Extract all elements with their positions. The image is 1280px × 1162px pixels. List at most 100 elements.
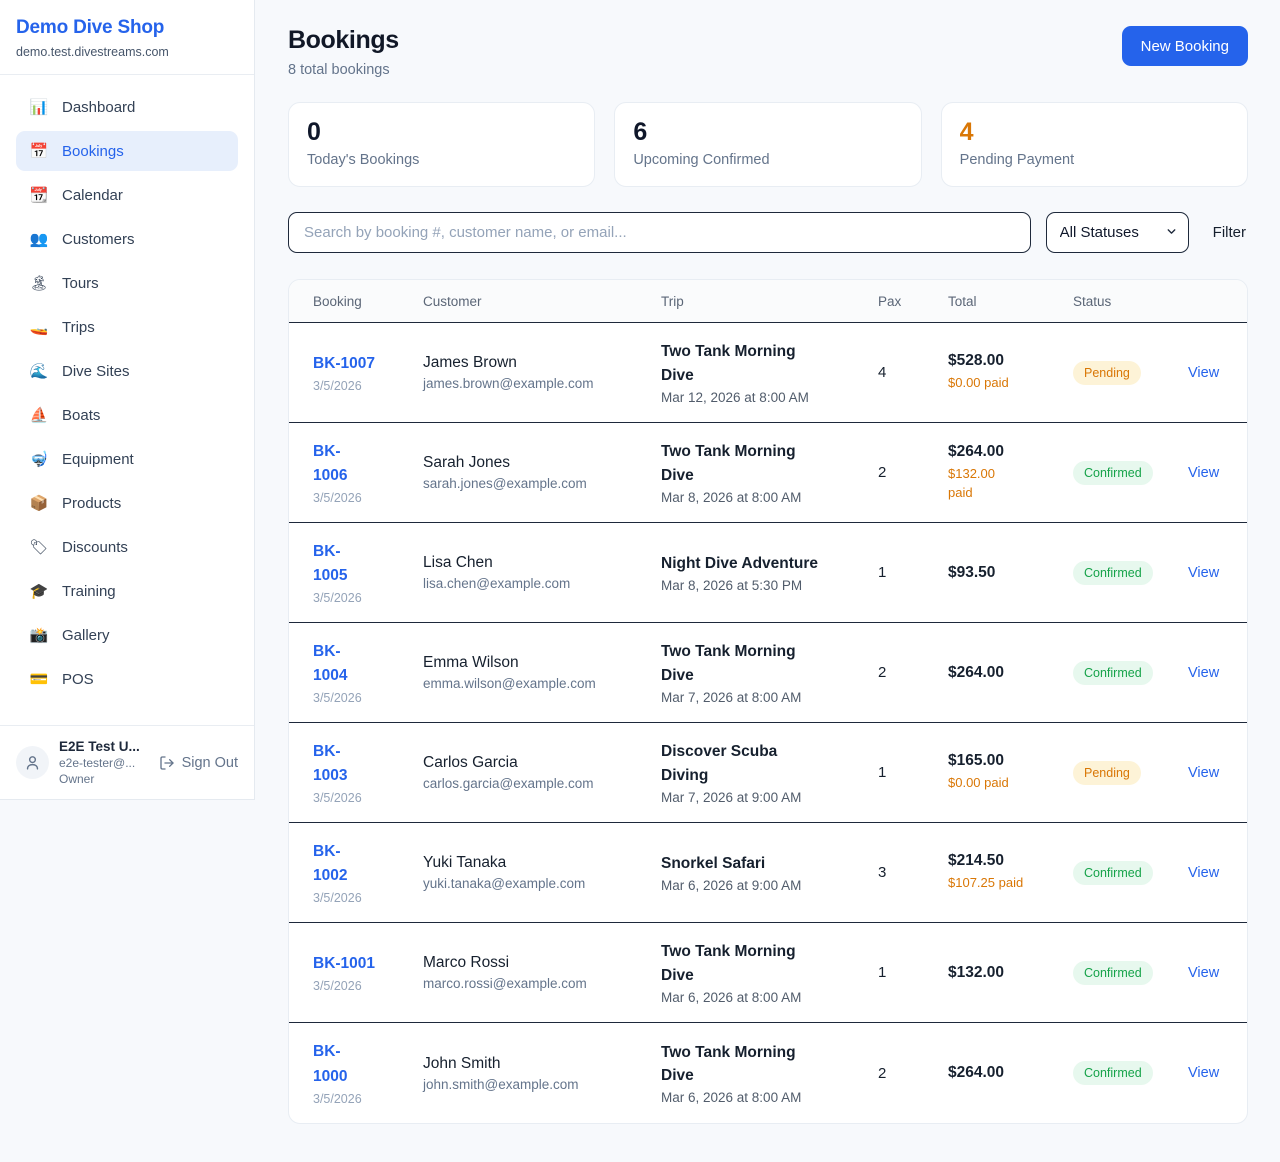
sidebar-item-gallery[interactable]: 📸 Gallery bbox=[16, 615, 238, 655]
new-booking-button[interactable]: New Booking bbox=[1121, 26, 1248, 66]
trip-cell: Two Tank Morning Dive Mar 6, 2026 at 8:00… bbox=[661, 940, 878, 1005]
view-link[interactable]: View bbox=[1188, 764, 1220, 781]
stat-value: 6 bbox=[633, 118, 648, 146]
sidebar-item-trips[interactable]: 🚤 Trips bbox=[16, 307, 238, 347]
status-badge: Confirmed bbox=[1073, 1061, 1153, 1085]
trip-name: Two Tank Morning Dive bbox=[661, 343, 796, 384]
trip-cell: Discover Scuba Diving Mar 7, 2026 at 9:00… bbox=[661, 740, 878, 805]
booking-id-link[interactable]: BK- 1002 bbox=[313, 842, 348, 884]
booking-id-link[interactable]: BK- 1000 bbox=[313, 1043, 348, 1085]
view-link[interactable]: View bbox=[1188, 964, 1220, 981]
total-amount: $93.50 bbox=[948, 563, 996, 581]
total-paid: $0.00 paid bbox=[948, 775, 1009, 791]
table-body: BK-1007 3/5/2026 James Brown james.brown… bbox=[289, 323, 1247, 1123]
trip-cell: Two Tank Morning Dive Mar 6, 2026 at 8:00… bbox=[661, 1041, 878, 1106]
booking-date: 3/5/2026 bbox=[313, 1091, 362, 1106]
booking-id-link[interactable]: BK-1001 bbox=[313, 954, 376, 972]
sidebar-item-customers[interactable]: 👥 Customers bbox=[16, 219, 238, 259]
tours-icon: 🏝 bbox=[29, 275, 49, 292]
booking-cell: BK-1001 3/5/2026 bbox=[313, 952, 423, 993]
main-content: Bookings 8 total bookings New Booking 0 T… bbox=[255, 0, 1280, 1162]
sidebar-item-bookings[interactable]: 📅 Bookings bbox=[16, 131, 238, 171]
sidebar-item-label: Bookings bbox=[62, 142, 124, 160]
column-header-total: Total bbox=[948, 293, 977, 309]
customer-cell: Sarah Jones sarah.jones@example.com bbox=[423, 454, 661, 491]
stat-value: 0 bbox=[307, 118, 321, 146]
view-link[interactable]: View bbox=[1188, 1065, 1220, 1081]
sidebar-item-calendar[interactable]: 📆 Calendar bbox=[16, 175, 238, 215]
person-icon bbox=[26, 756, 39, 770]
booking-id-link[interactable]: BK- 1004 bbox=[313, 642, 348, 684]
view-link[interactable]: View bbox=[1188, 564, 1220, 581]
trip-time: Mar 6, 2026 at 8:00 AM bbox=[661, 989, 802, 1005]
total-amount: $264.00 bbox=[948, 442, 1005, 460]
view-link[interactable]: View bbox=[1188, 464, 1220, 481]
bookings-table: Booking Customer Trip Pax Total Status B… bbox=[288, 279, 1248, 1124]
sign-out-button[interactable]: Sign Out bbox=[159, 755, 238, 771]
column-header-trip: Trip bbox=[661, 293, 684, 309]
sidebar-item-label: Boats bbox=[62, 406, 101, 424]
status-cell: Confirmed bbox=[1073, 860, 1188, 885]
customer-email: yuki.tanaka@example.com bbox=[423, 876, 586, 891]
customer-email: marco.rossi@example.com bbox=[423, 976, 587, 991]
customer-cell: John Smith john.smith@example.com bbox=[423, 1055, 661, 1092]
status-select-wrap: All Statuses bbox=[1045, 212, 1189, 253]
sidebar-item-boats[interactable]: ⛵ Boats bbox=[16, 395, 238, 435]
search-input[interactable] bbox=[288, 212, 1031, 253]
table-row: BK- 1005 3/5/2026 Lisa Chen lisa.chen@exa… bbox=[289, 523, 1247, 623]
sidebar-item-label: Customers bbox=[62, 230, 135, 248]
user-email: e2e-tester@... bbox=[59, 756, 136, 770]
view-link[interactable]: View bbox=[1188, 364, 1220, 381]
column-header-booking: Booking bbox=[313, 293, 362, 309]
column-header-status: Status bbox=[1073, 293, 1112, 309]
booking-id-link[interactable]: BK- 1006 bbox=[313, 442, 348, 484]
logout-icon bbox=[159, 755, 174, 770]
sidebar-item-training[interactable]: 🎓 Training bbox=[16, 571, 238, 611]
trip-name: Night Dive Adventure bbox=[661, 554, 819, 572]
total-cell: $264.00 $132.00 paid bbox=[948, 443, 1073, 503]
total-amount: $528.00 bbox=[948, 352, 1005, 370]
booking-id-link[interactable]: BK- 1005 bbox=[313, 542, 348, 584]
products-icon: 📦 bbox=[29, 495, 49, 512]
total-paid: $0.00 paid bbox=[948, 375, 1009, 391]
sidebar-item-products[interactable]: 📦 Products bbox=[16, 483, 238, 523]
dive-sites-icon: 🌊 bbox=[29, 363, 49, 380]
pos-icon: 💳 bbox=[29, 671, 49, 688]
status-cell: Pending bbox=[1073, 360, 1188, 385]
sidebar-item-tours[interactable]: 🏝 Tours bbox=[16, 263, 238, 303]
total-cell: $264.00 bbox=[948, 1064, 1073, 1082]
booking-date: 3/5/2026 bbox=[313, 891, 362, 906]
column-header-customer: Customer bbox=[423, 293, 482, 309]
avatar bbox=[16, 746, 49, 779]
booking-date: 3/5/2026 bbox=[313, 691, 362, 706]
booking-date: 3/5/2026 bbox=[313, 491, 362, 506]
customer-cell: Emma Wilson emma.wilson@example.com bbox=[423, 654, 661, 691]
status-badge: Confirmed bbox=[1073, 660, 1153, 685]
sidebar-item-label: Dashboard bbox=[62, 98, 136, 116]
booking-id-link[interactable]: BK-1007 bbox=[313, 354, 376, 372]
status-cell: Confirmed bbox=[1073, 1061, 1188, 1085]
sidebar-item-label: Training bbox=[62, 582, 116, 600]
filter-button[interactable]: Filter bbox=[1189, 224, 1248, 241]
sidebar-item-label: Gallery bbox=[62, 626, 110, 644]
trip-name: Two Tank Morning Dive bbox=[661, 1043, 796, 1084]
sidebar-item-pos[interactable]: 💳 POS bbox=[16, 659, 238, 699]
bookings-icon: 📅 bbox=[29, 143, 49, 160]
user-box: E2E Test U... e2e-tester@... Owner Sign … bbox=[0, 725, 254, 799]
page-header: Bookings 8 total bookings New Booking bbox=[288, 26, 1248, 78]
booking-id-link[interactable]: BK- 1003 bbox=[313, 742, 348, 784]
sidebar-item-label: Calendar bbox=[62, 186, 123, 204]
customer-name: John Smith bbox=[423, 1054, 501, 1072]
view-link[interactable]: View bbox=[1188, 664, 1220, 681]
sidebar-item-dashboard[interactable]: 📊 Dashboard bbox=[16, 87, 238, 127]
sidebar-item-discounts[interactable]: 🏷 Discounts bbox=[16, 527, 238, 567]
view-link[interactable]: View bbox=[1188, 864, 1220, 881]
booking-cell: BK- 1006 3/5/2026 bbox=[313, 440, 423, 505]
table-row: BK-1001 3/5/2026 Marco Rossi marco.rossi… bbox=[289, 923, 1247, 1023]
customer-cell: Lisa Chen lisa.chen@example.com bbox=[423, 554, 661, 591]
status-select[interactable]: All Statuses bbox=[1045, 212, 1189, 253]
table-row: BK- 1003 3/5/2026 Carlos Garcia carlos.ga… bbox=[289, 723, 1247, 823]
sidebar: Demo Dive Shop demo.test.divestreams.com… bbox=[0, 0, 255, 800]
sidebar-item-equipment[interactable]: 🤿 Equipment bbox=[16, 439, 238, 479]
sidebar-item-dive-sites[interactable]: 🌊 Dive Sites bbox=[16, 351, 238, 391]
